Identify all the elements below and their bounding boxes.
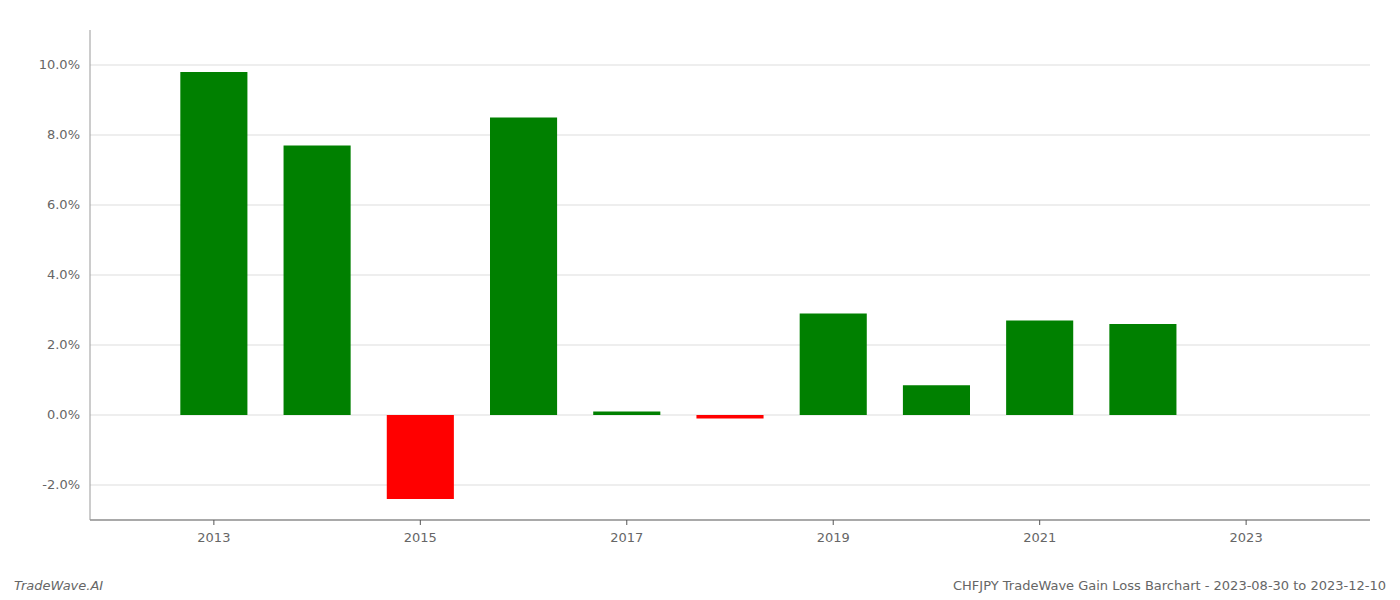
y-tick-label: 2.0%: [47, 337, 80, 352]
grid-line: [90, 345, 1370, 346]
x-tick: [833, 520, 834, 525]
x-tick: [213, 520, 214, 525]
bar: [284, 146, 351, 416]
x-tick-label: 2021: [1023, 530, 1056, 545]
y-axis-line: [90, 30, 91, 520]
bar: [800, 314, 867, 416]
y-tick-label: 8.0%: [47, 127, 80, 142]
x-axis-line: [90, 519, 1370, 520]
x-tick-label: 2015: [404, 530, 437, 545]
grid-line: [90, 485, 1370, 486]
bar: [1109, 324, 1176, 415]
x-tick-label: 2023: [1230, 530, 1263, 545]
y-tick-label: 10.0%: [39, 57, 80, 72]
y-tick-label: 0.0%: [47, 407, 80, 422]
footer-text: CHFJPY TradeWave Gain Loss Barchart - 20…: [953, 578, 1386, 593]
bar: [696, 415, 763, 419]
y-tick-label: -2.0%: [42, 477, 80, 492]
y-grid: [90, 65, 1370, 485]
bar: [490, 118, 557, 416]
x-tick: [1039, 520, 1040, 525]
bar: [903, 385, 970, 415]
chart: -2.0% 0.0% 2.0% 4.0% 6.0% 8.0% 10.0% 2013 2015 20…: [0, 0, 1400, 600]
x-tick: [1246, 520, 1247, 525]
x-tick-label: 2013: [197, 530, 230, 545]
bar: [180, 72, 247, 415]
x-tick: [420, 520, 421, 525]
grid-line: [90, 65, 1370, 66]
footer-text: TradeWave.AI: [14, 578, 103, 593]
y-tick-label: 6.0%: [47, 197, 80, 212]
x-tick-label: 2019: [817, 530, 850, 545]
grid-line: [90, 205, 1370, 206]
grid-line: [90, 135, 1370, 136]
bar: [387, 415, 454, 499]
background: [0, 0, 1400, 600]
x-tick: [626, 520, 627, 525]
bar: [1006, 321, 1073, 416]
x-tick-label: 2017: [610, 530, 643, 545]
y-tick-label: 4.0%: [47, 267, 80, 282]
bars: [180, 72, 1176, 499]
bar: [593, 412, 660, 416]
grid-line: [90, 275, 1370, 276]
